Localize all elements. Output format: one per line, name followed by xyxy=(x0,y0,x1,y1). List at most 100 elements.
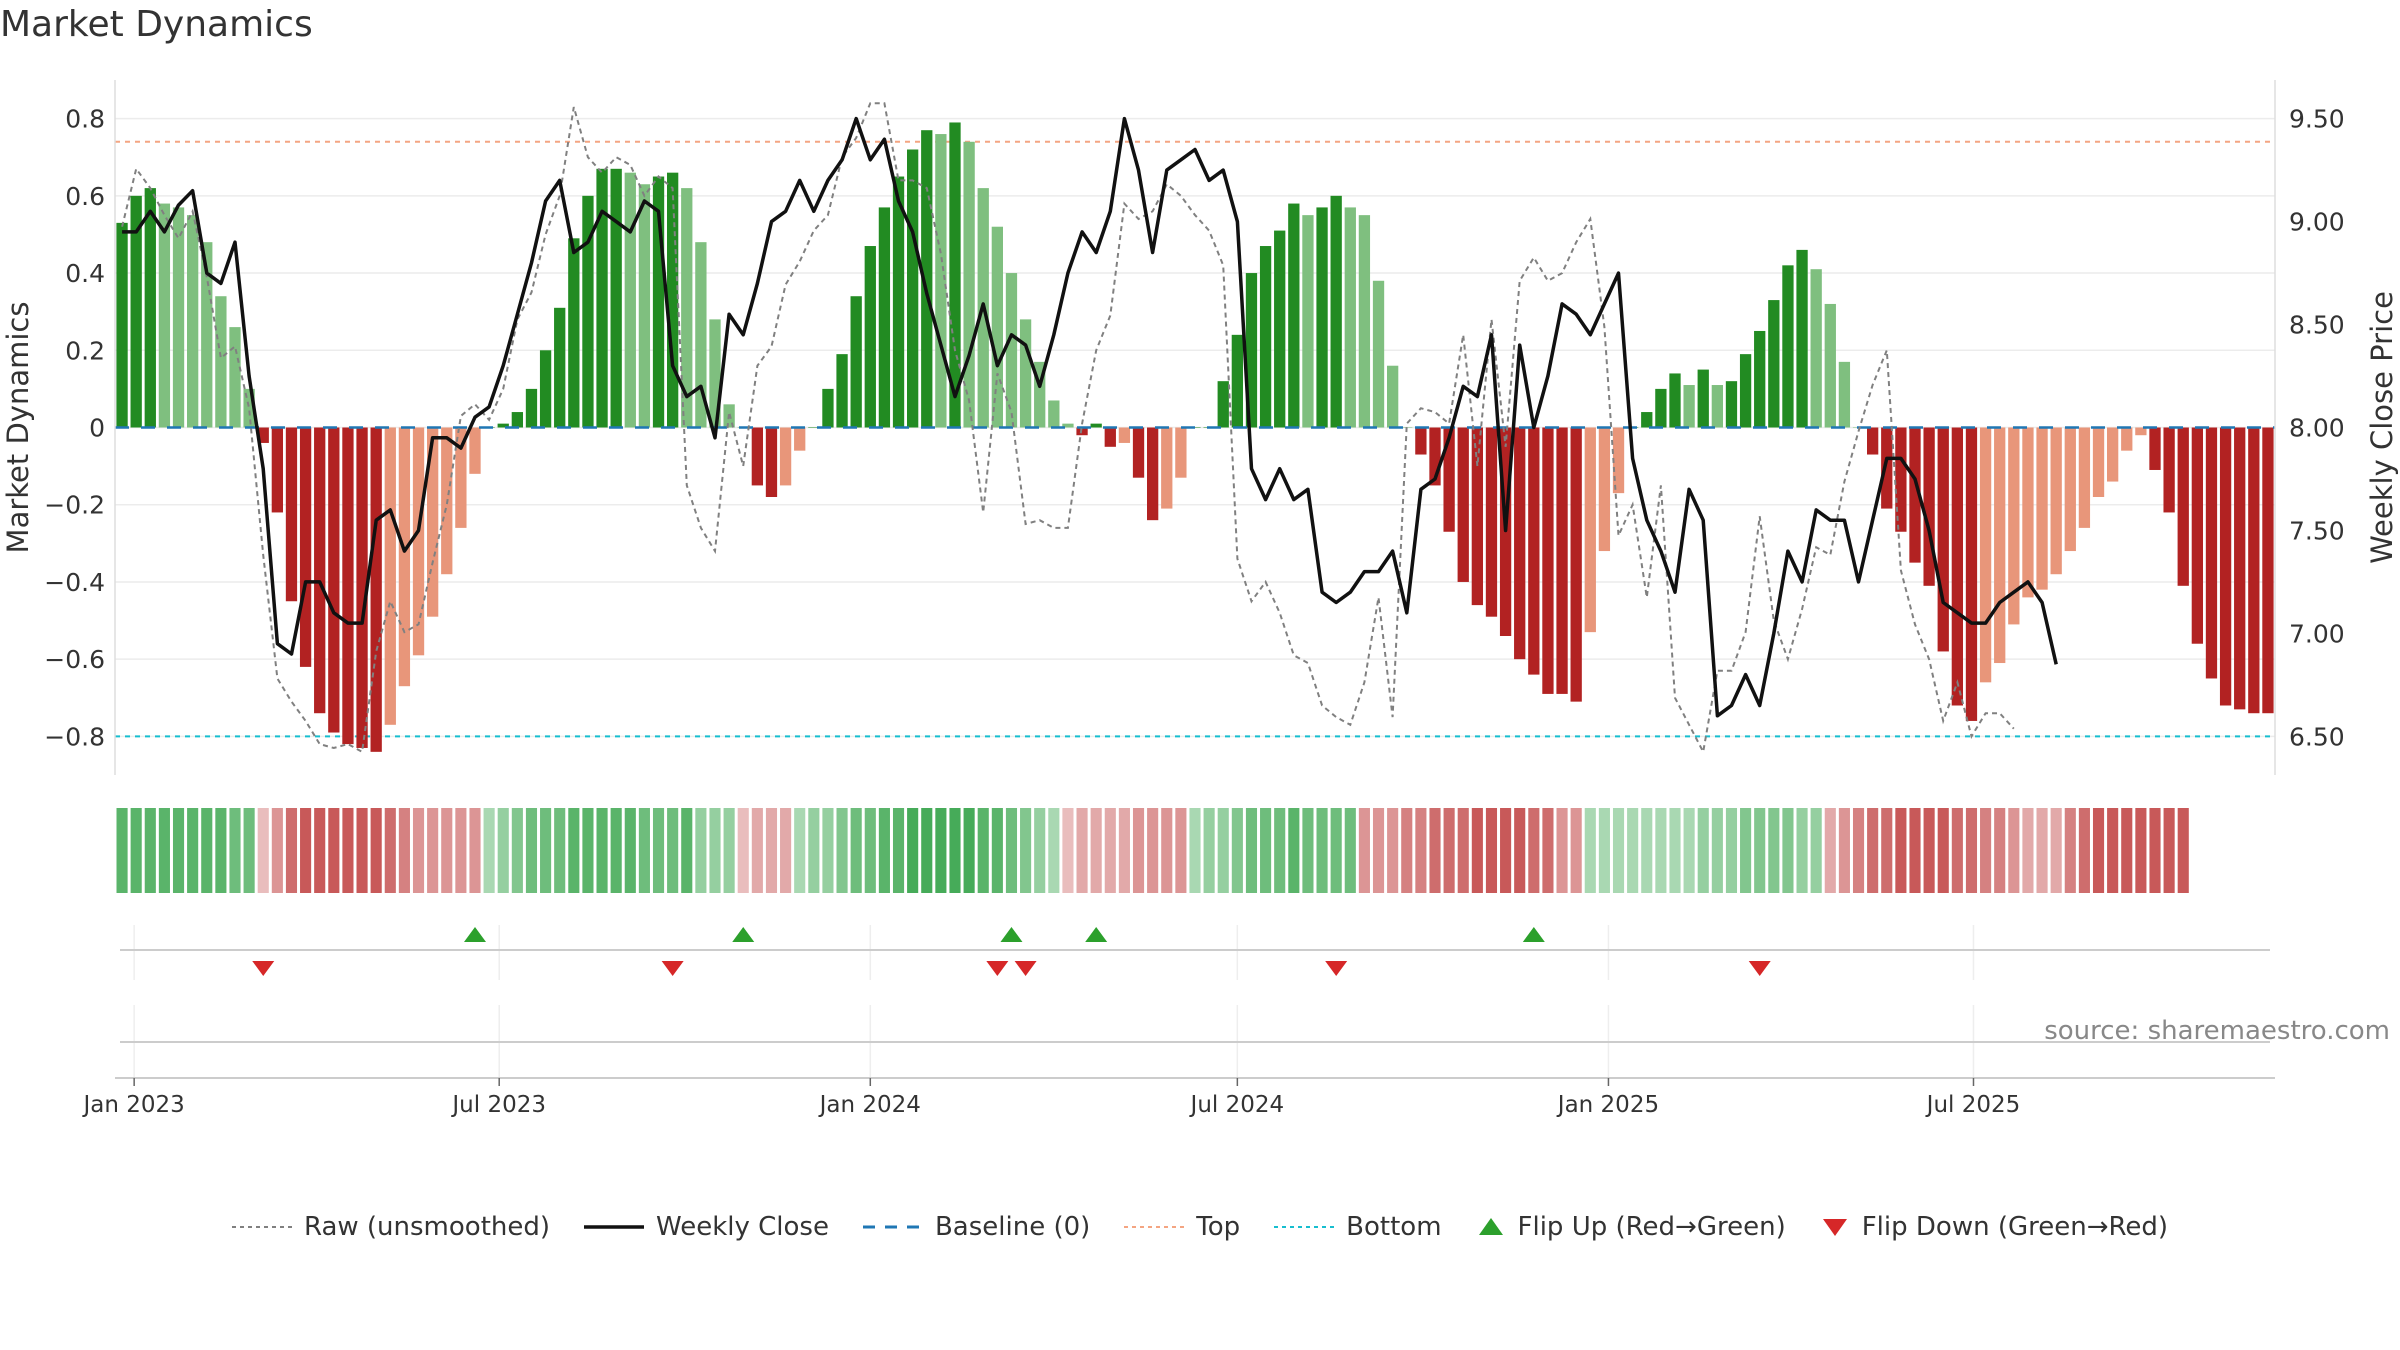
heatmap-cell xyxy=(257,808,269,893)
dynamics-bar xyxy=(1641,412,1653,428)
heatmap-cell xyxy=(2107,808,2119,893)
x-tick-label: Jan 2023 xyxy=(82,1092,185,1118)
dynamics-bar xyxy=(271,427,283,513)
dynamics-bar xyxy=(1810,269,1822,428)
y2-axis-label: Weekly Close Price xyxy=(2365,291,2399,564)
heatmap-cell xyxy=(1965,808,1978,893)
dynamics-bar xyxy=(412,427,425,656)
heatmap-cell xyxy=(554,808,566,893)
dynamics-bar xyxy=(1076,427,1088,436)
heatmap-cell xyxy=(780,808,792,893)
weekly-close-line xyxy=(122,116,2058,718)
y2-tick-label: 9.50 xyxy=(2289,105,2345,134)
heatmap-cell xyxy=(1683,808,1695,893)
dynamics-bar xyxy=(384,427,396,725)
heatmap-cell xyxy=(130,808,142,893)
dynamics-bar xyxy=(1725,381,1738,428)
dynamics-bar xyxy=(695,242,707,428)
heatmap-cell xyxy=(1062,808,1074,893)
dynamics-bar xyxy=(1838,361,1851,428)
heatmap-cell xyxy=(1132,808,1145,893)
dotted-line-icon xyxy=(1274,1226,1335,1228)
heatmap-cell xyxy=(1542,808,1554,893)
dynamics-bar xyxy=(398,427,411,687)
heatmap-cell xyxy=(398,808,410,893)
dynamics-bar xyxy=(1118,427,1131,443)
heatmap-cell xyxy=(1796,808,1808,893)
heatmap-cell xyxy=(229,808,241,893)
dynamics-bar xyxy=(822,388,834,428)
dynamics-bar xyxy=(624,172,636,428)
heatmap-cell xyxy=(1189,808,1201,893)
heatmap-cell xyxy=(511,808,523,893)
heatmap-cell xyxy=(2050,808,2062,893)
legend-label: Bottom xyxy=(1346,1212,1442,1242)
heatmap-cell xyxy=(525,808,538,893)
heatmap-cell xyxy=(1245,808,1258,893)
dynamics-bar xyxy=(229,327,241,428)
dynamics-bar xyxy=(568,238,580,428)
heatmap-cell xyxy=(610,808,622,893)
dynamics-bar xyxy=(2135,427,2147,436)
flip-markers xyxy=(120,925,2270,1078)
heatmap-cell xyxy=(624,808,636,893)
heatmap-cell xyxy=(1443,808,1455,893)
heatmap-cell xyxy=(1697,808,1709,893)
dynamics-bar xyxy=(2078,427,2091,528)
heatmap-cell xyxy=(187,808,199,893)
dynamics-bar xyxy=(2163,427,2175,513)
heatmap-cell xyxy=(1090,808,1102,893)
heatmap-cell xyxy=(342,808,354,893)
dotted-line-icon xyxy=(1124,1226,1185,1228)
dynamics-bar xyxy=(1923,427,1935,586)
dynamics-bar xyxy=(808,427,820,428)
flip-down-marker xyxy=(252,961,275,976)
dynamics-bar xyxy=(299,427,312,667)
dynamics-bar xyxy=(1867,427,1879,455)
dynamics-bar xyxy=(2191,427,2203,644)
x-tick-label: Jan 2025 xyxy=(1556,1092,1659,1118)
heatmap-cell xyxy=(765,808,778,893)
heatmap-cell xyxy=(1627,808,1639,893)
dynamics-bar xyxy=(2092,427,2105,497)
dynamics-bar xyxy=(1697,369,1709,428)
heatmap-cell xyxy=(1598,808,1610,893)
dynamics-bar xyxy=(667,172,679,428)
heatmap-cell xyxy=(1838,808,1850,893)
dynamics-bar xyxy=(1062,423,1074,428)
dynamics-bar xyxy=(1005,273,1018,428)
heatmap-cell xyxy=(667,808,679,893)
heatmap-cell xyxy=(483,808,495,893)
heatmap-cell xyxy=(328,808,340,893)
heatmap-cell xyxy=(172,808,185,893)
x-tick-label: Jul 2024 xyxy=(1189,1092,1285,1118)
heatmap-cell xyxy=(836,808,848,893)
legend-item-weekly-close: Weekly Close xyxy=(584,1212,829,1242)
dynamics-bar xyxy=(794,427,806,451)
heatmap-cell xyxy=(1937,808,1949,893)
heatmap-cell xyxy=(1161,808,1173,893)
heatmap-cell xyxy=(921,808,933,893)
dynamics-bar xyxy=(1796,249,1808,428)
flip-up-marker xyxy=(1522,927,1545,942)
reference-lines xyxy=(115,140,2275,738)
heatmap-cell xyxy=(384,808,396,893)
y2-tick-label: 7.00 xyxy=(2289,619,2345,648)
dynamics-bar xyxy=(2205,427,2218,679)
dynamics-bar xyxy=(765,427,778,497)
dynamics-bar xyxy=(1316,207,1328,428)
dynamics-bar xyxy=(1471,427,1483,606)
heatmap-cell xyxy=(1020,808,1032,893)
heatmap-cell xyxy=(1655,808,1667,893)
dynamics-bar xyxy=(285,427,298,602)
heatmap-cell xyxy=(1500,808,1512,893)
heatmap-cell xyxy=(215,808,227,893)
dynamics-bar xyxy=(709,319,721,428)
y-tick-label: 0.6 xyxy=(65,182,105,211)
heatmap-cell xyxy=(582,808,594,893)
solid-line-icon xyxy=(584,1225,645,1229)
dynamics-bar xyxy=(1881,427,1893,509)
heatmap-cell xyxy=(1147,808,1159,893)
heatmap-cell xyxy=(737,808,749,893)
heatmap-cell xyxy=(1471,808,1483,893)
